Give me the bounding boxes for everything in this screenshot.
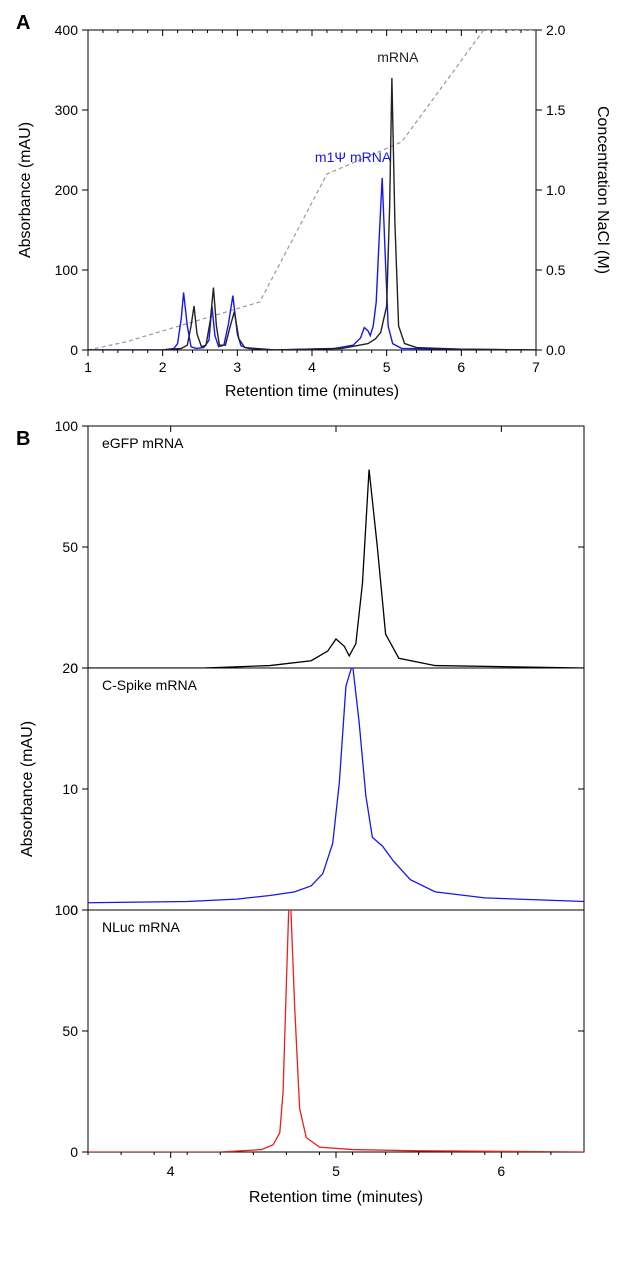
- svg-text:Absorbance (mAU): Absorbance (mAU): [17, 122, 34, 258]
- panel-a-chart: 1 2 3 4 5 6 7 0 100 200 300 400 0.0 0.5 1.0 1.5 2.0 Reten…: [10, 10, 614, 410]
- svg-text:100: 100: [55, 262, 79, 278]
- svg-text:Retention time (minutes): Retention time (minutes): [225, 383, 399, 400]
- svg-text:m1Ψ mRNA: m1Ψ mRNA: [315, 149, 392, 165]
- svg-text:Concentration NaCl (M): Concentration NaCl (M): [594, 106, 611, 274]
- svg-text:0: 0: [70, 342, 78, 358]
- svg-text:2: 2: [159, 359, 167, 375]
- svg-text:1: 1: [84, 359, 92, 375]
- svg-text:mRNA: mRNA: [377, 49, 419, 65]
- svg-text:3: 3: [233, 359, 241, 375]
- svg-text:2.0: 2.0: [546, 22, 566, 38]
- svg-text:100: 100: [55, 418, 79, 434]
- svg-text:200: 200: [55, 182, 79, 198]
- svg-text:10: 10: [62, 781, 78, 797]
- svg-text:5: 5: [383, 359, 391, 375]
- svg-text:NLuc mRNA: NLuc mRNA: [102, 919, 180, 935]
- svg-text:0.0: 0.0: [546, 342, 566, 358]
- panel-a-label: A: [16, 12, 30, 35]
- svg-text:400: 400: [55, 22, 79, 38]
- svg-text:7: 7: [532, 359, 540, 375]
- svg-text:C-Spike mRNA: C-Spike mRNA: [102, 677, 198, 693]
- svg-text:4: 4: [308, 359, 316, 375]
- svg-text:Absorbance (mAU): Absorbance (mAU): [19, 721, 36, 857]
- svg-text:50: 50: [62, 1023, 78, 1039]
- svg-text:eGFP mRNA: eGFP mRNA: [102, 435, 184, 451]
- svg-text:Retention time (minutes): Retention time (minutes): [249, 1189, 423, 1206]
- svg-text:0: 0: [70, 1144, 78, 1160]
- svg-text:100: 100: [55, 902, 79, 918]
- panel-b-label: B: [16, 428, 30, 451]
- svg-text:6: 6: [497, 1163, 505, 1179]
- svg-text:0.5: 0.5: [546, 262, 566, 278]
- panel-b-chart: 050100eGFP mRNA01020C-Spike mRNA050100NL…: [10, 410, 614, 1212]
- svg-text:6: 6: [457, 359, 465, 375]
- svg-text:4: 4: [167, 1163, 175, 1179]
- figure-container: A 123456701002003004000.00.51.01.52.0Ret…: [10, 10, 624, 1212]
- svg-text:1.0: 1.0: [546, 182, 566, 198]
- svg-text:1.5: 1.5: [546, 102, 566, 118]
- svg-text:50: 50: [62, 539, 78, 555]
- svg-text:5: 5: [332, 1163, 340, 1179]
- svg-text:20: 20: [62, 660, 78, 676]
- svg-text:300: 300: [55, 102, 79, 118]
